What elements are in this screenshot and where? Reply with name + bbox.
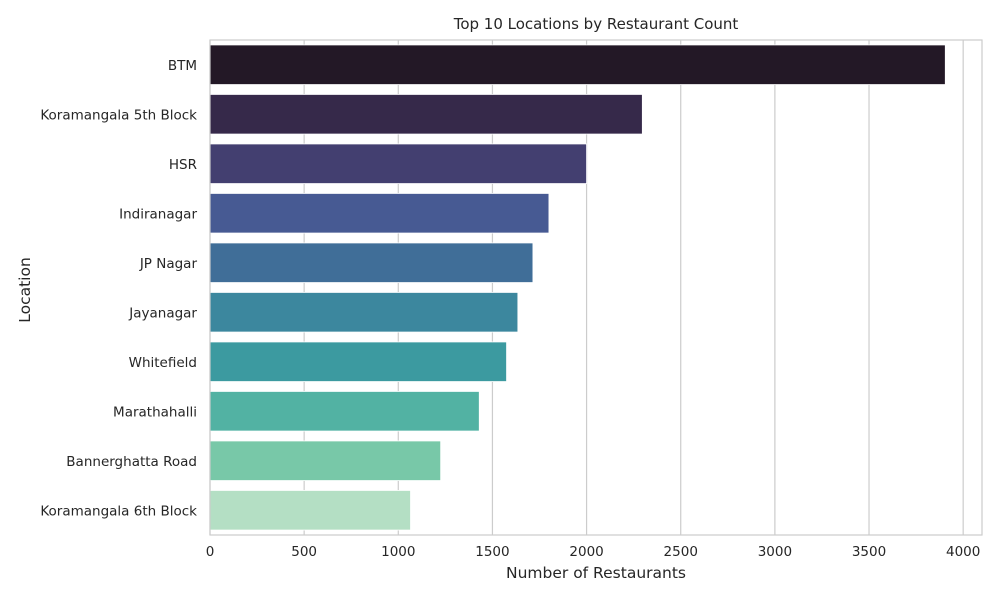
x-tick-label: 2000 xyxy=(569,544,603,560)
bar xyxy=(209,143,587,184)
x-tick-label: 4000 xyxy=(946,544,980,560)
y-tick-label: Koramangala 6th Block xyxy=(40,503,197,519)
bar xyxy=(209,193,550,234)
x-tick-label: 0 xyxy=(206,544,215,560)
y-tick-label: HSR xyxy=(169,157,197,173)
y-tick-labels: BTM Koramangala 5th Block HSR Indiranagar JP… xyxy=(40,58,197,520)
y-tick-label: Marathahalli xyxy=(113,404,197,420)
bar xyxy=(209,440,442,481)
y-tick-label: Bannerghatta Road xyxy=(66,454,197,470)
y-tick-label: Whitefield xyxy=(129,355,197,371)
x-tick-label: 1000 xyxy=(381,544,415,560)
y-axis-label: Location xyxy=(16,257,34,323)
x-tick-label: 3000 xyxy=(758,544,792,560)
y-tick-label: Jayanagar xyxy=(128,305,197,321)
plot-border xyxy=(209,39,983,536)
x-axis-label: Number of Restaurants xyxy=(506,564,686,582)
chart-title: Top 10 Locations by Restaurant Count xyxy=(453,15,739,33)
bars xyxy=(209,44,946,531)
bar xyxy=(209,242,534,283)
y-tick-label: Koramangala 5th Block xyxy=(40,107,197,123)
x-tick-label: 3500 xyxy=(852,544,886,560)
x-tick-label: 1500 xyxy=(475,544,509,560)
bar xyxy=(209,391,480,432)
bar xyxy=(209,341,507,382)
y-tick-label: JP Nagar xyxy=(139,256,198,272)
y-tick-label: Indiranagar xyxy=(119,206,197,222)
x-tick-label: 2500 xyxy=(664,544,698,560)
plot-frame xyxy=(209,39,983,536)
bar xyxy=(209,292,519,333)
x-tick-label: 500 xyxy=(291,544,317,560)
bar xyxy=(209,44,946,85)
y-tick-label: BTM xyxy=(168,58,197,74)
bar xyxy=(209,94,643,135)
x-tick-labels: 0 500 1000 1500 2000 2500 3000 3500 4000 xyxy=(206,544,981,560)
bar xyxy=(209,490,411,531)
